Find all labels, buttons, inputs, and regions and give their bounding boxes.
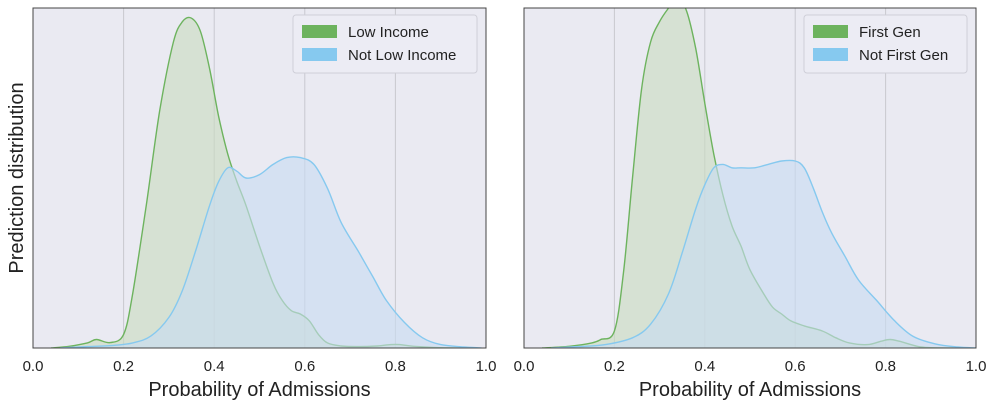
series-area-1 <box>542 8 954 348</box>
series-area-2 <box>60 156 482 348</box>
plot-frame <box>32 7 487 349</box>
x-tick-label: 0.0 <box>23 358 44 375</box>
x-tick-label: 0.0 <box>514 358 535 375</box>
legend-label: Low Income <box>348 24 429 41</box>
legend-swatch <box>813 25 848 38</box>
x-tick-label: 0.4 <box>204 358 225 375</box>
series-layer <box>542 8 976 348</box>
x-tick-label: 1.0 <box>476 358 497 375</box>
chart-panel-1: 0.0 0.2 0.4 0.6 0.8 1.0 Probability of Admissi… <box>23 7 497 401</box>
legend-box <box>292 14 478 74</box>
legend-label: Not First Gen <box>859 47 948 64</box>
x-tick-label: 0.8 <box>875 358 896 375</box>
legend-swatch <box>302 25 337 38</box>
legend-label: First Gen <box>859 24 921 41</box>
x-axis-label: Probability of Admissions <box>148 379 370 401</box>
x-tick-label: 0.2 <box>604 358 625 375</box>
x-tick-label: 0.2 <box>113 358 134 375</box>
series-area-2 <box>551 160 976 348</box>
y-axis-label: Prediction distribution <box>6 82 28 273</box>
x-tick-label: 1.0 <box>966 358 987 375</box>
x-axis-label: Probability of Admissions <box>639 379 861 401</box>
x-tick-label: 0.6 <box>785 358 806 375</box>
x-tick-label: 0.4 <box>694 358 715 375</box>
series-line-2 <box>60 156 482 348</box>
series-area-1 <box>51 17 468 348</box>
x-tick-label: 0.8 <box>385 358 406 375</box>
series-line-2 <box>551 159 976 348</box>
series-layer <box>51 16 482 348</box>
legend-label: Not Low Income <box>348 47 456 64</box>
legend-swatch <box>813 48 848 61</box>
x-tick-label: 0.6 <box>294 358 315 375</box>
chart-panel-2: 0.0 0.2 0.4 0.6 0.8 1.0 Probability of Admissi… <box>514 7 987 401</box>
plot-frame <box>523 7 977 349</box>
legend: Low Income Not Low Income <box>292 14 478 74</box>
legend-swatch <box>302 48 337 61</box>
legend: First Gen Not First Gen <box>803 14 968 74</box>
